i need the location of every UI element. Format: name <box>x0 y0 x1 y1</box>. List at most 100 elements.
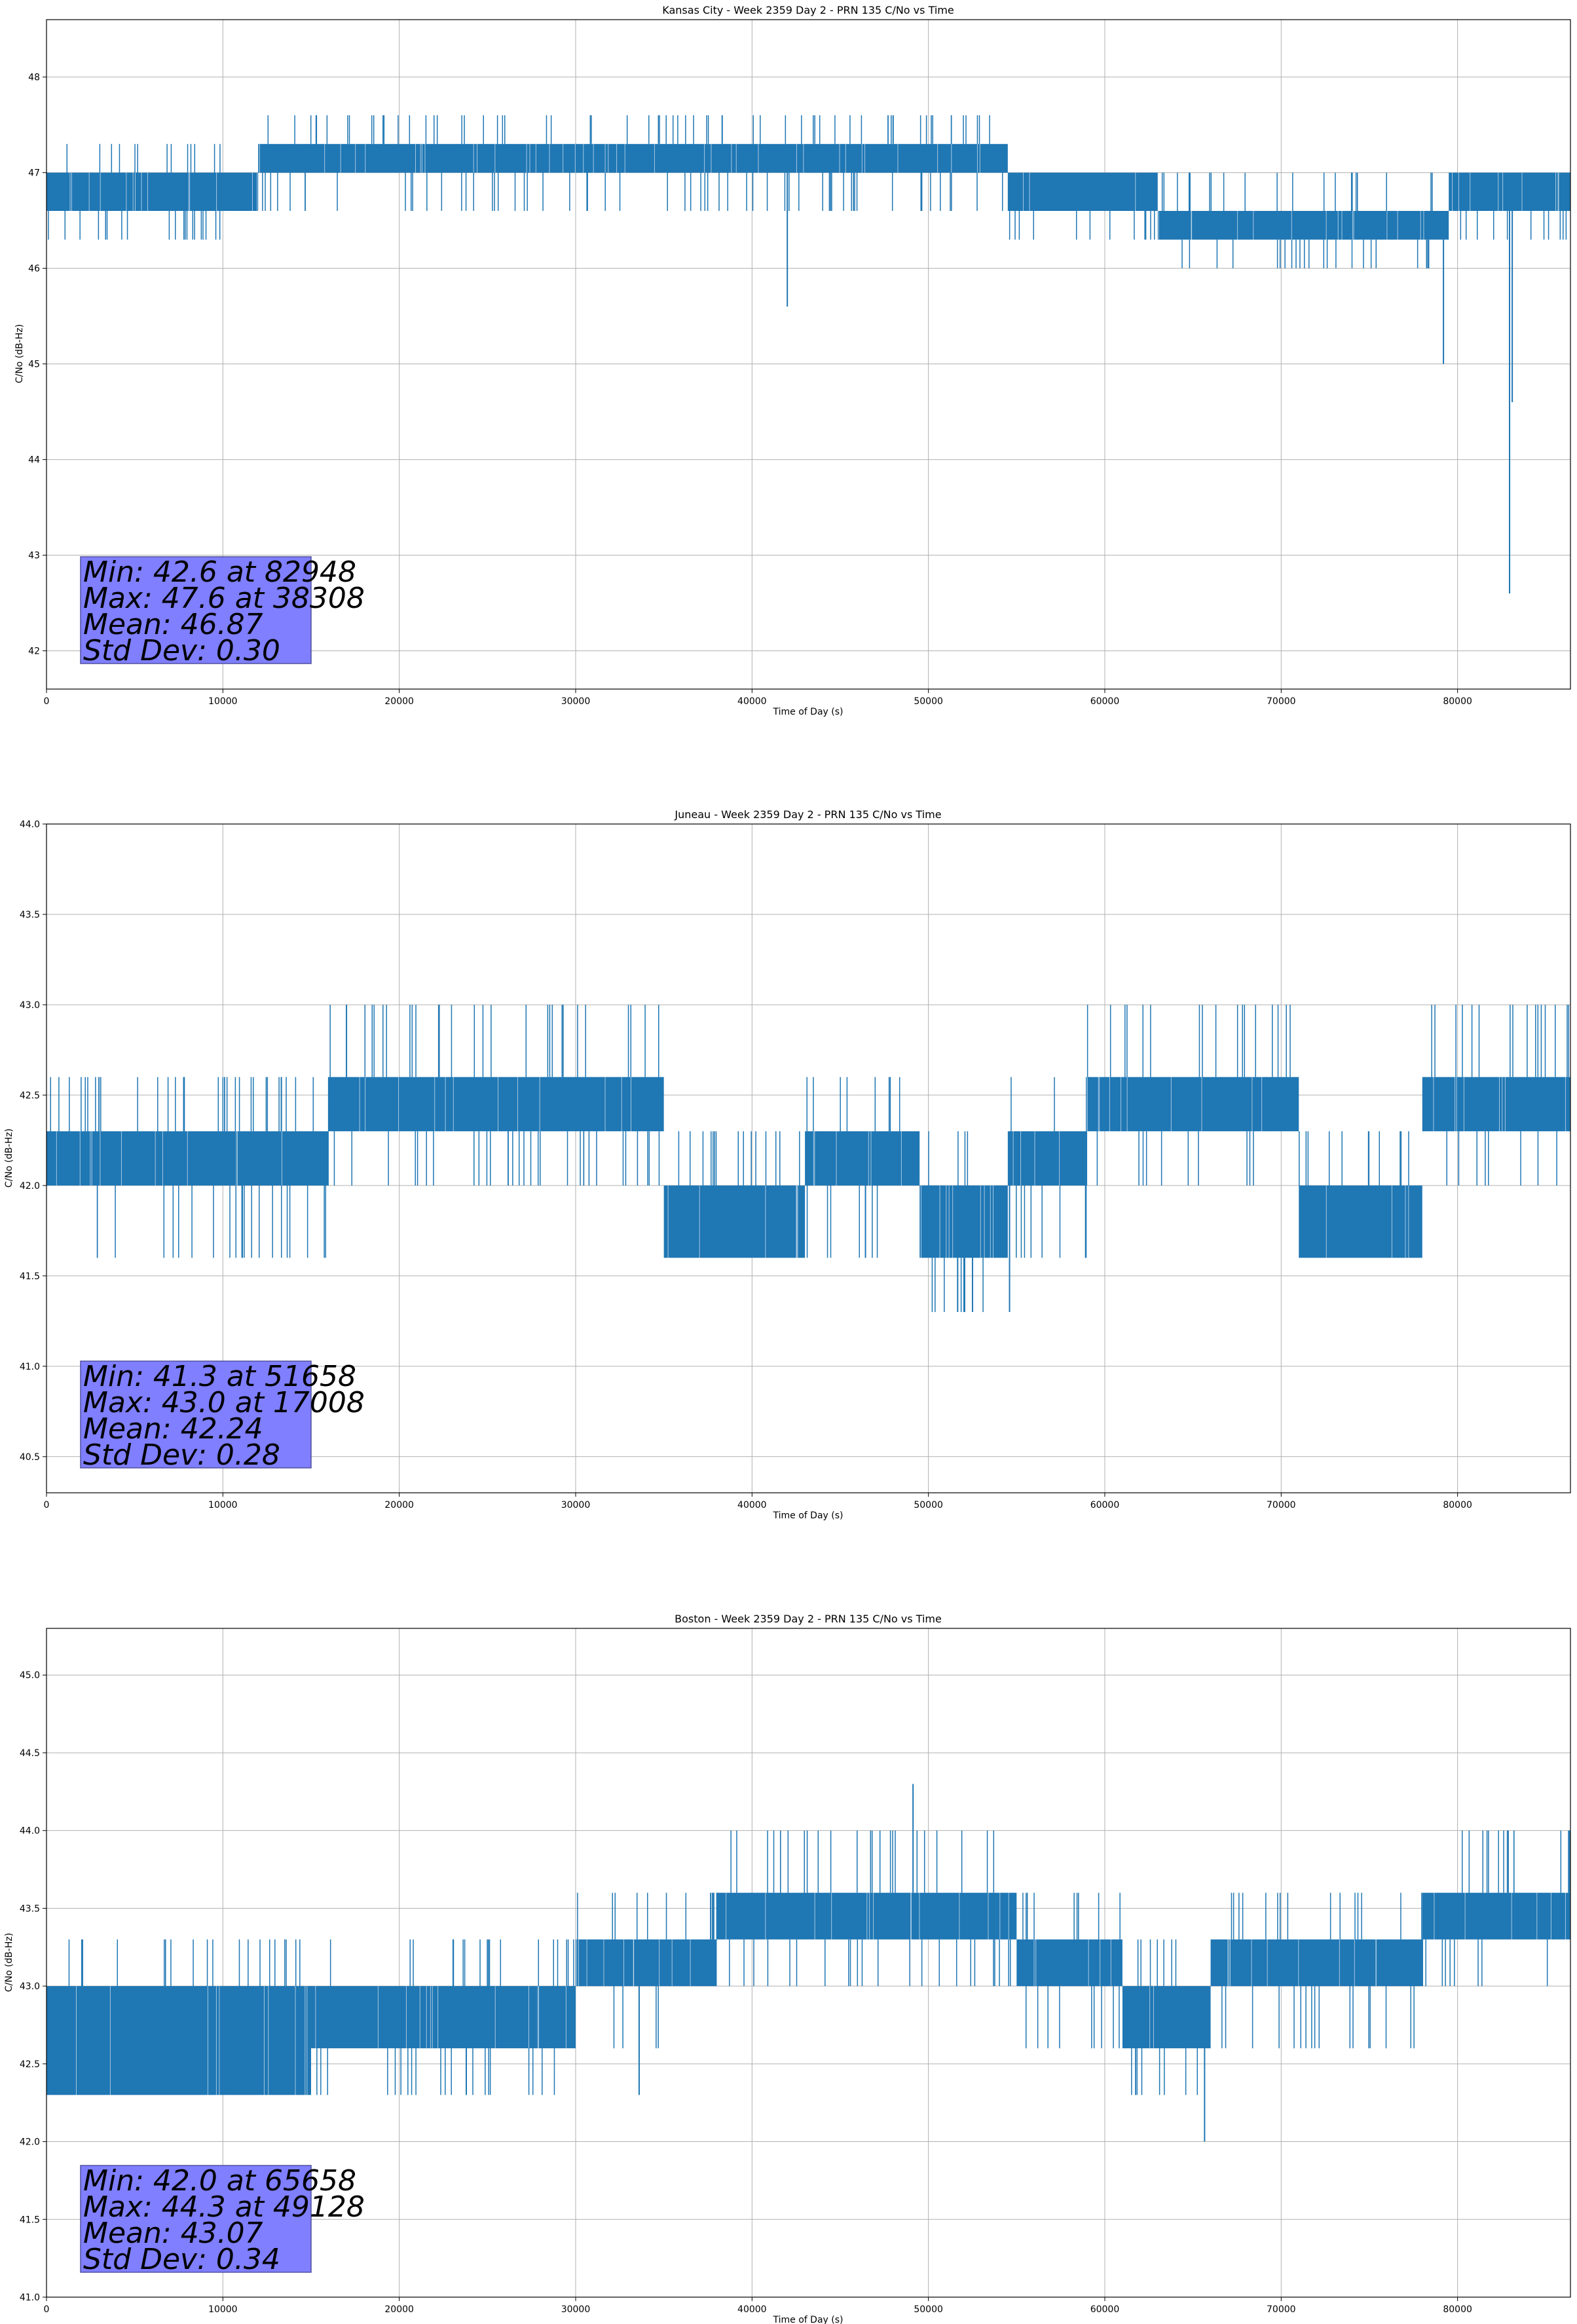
chart-title: Juneau - Week 2359 Day 2 - PRN 135 C/No … <box>674 808 941 821</box>
data-band <box>1422 1892 1570 1940</box>
y-tick-label: 44.5 <box>20 1748 40 1759</box>
series-cno <box>46 115 1570 593</box>
stats-line: Mean: 42.24 <box>83 1412 263 1446</box>
stats-box-background <box>80 556 312 664</box>
data-band <box>1016 1939 1122 1987</box>
x-tick-label: 10000 <box>208 696 238 707</box>
x-tick-label: 20000 <box>384 1500 414 1510</box>
y-tick-label: 41.0 <box>20 2293 40 2303</box>
y-tick-label: 43.5 <box>20 1903 40 1914</box>
y-tick-label: 41.0 <box>20 1362 40 1372</box>
x-tick-label: 30000 <box>561 1500 591 1510</box>
y-tick-label: 42.0 <box>20 1181 40 1191</box>
y-tick-label: 45.0 <box>20 1670 40 1681</box>
y-tick-label: 42.5 <box>20 2059 40 2070</box>
y-tick-label: 41.5 <box>20 1271 40 1282</box>
grid <box>46 20 1570 689</box>
x-axis-label: Time of Day (s) <box>773 2315 844 2324</box>
chart-title: Boston - Week 2359 Day 2 - PRN 135 C/No … <box>675 1613 942 1625</box>
x-axis-label: Time of Day (s) <box>773 707 844 717</box>
data-band <box>1157 211 1449 240</box>
y-tick-label: 42 <box>28 647 40 657</box>
plot-frame <box>46 1628 1571 2298</box>
data-band <box>1422 1077 1570 1132</box>
stats-line: Std Dev: 0.34 <box>83 2243 280 2276</box>
y-tick-label: 42.0 <box>20 2137 40 2148</box>
x-tick-label: 70000 <box>1267 1500 1296 1510</box>
stats-box-background <box>80 1360 312 1469</box>
data-band <box>1007 172 1158 211</box>
data-band <box>46 172 259 211</box>
x-tick-label: 60000 <box>1090 2304 1120 2315</box>
x-tick-label: 10000 <box>208 1500 238 1510</box>
data-band <box>1210 1939 1422 1987</box>
plot-frame <box>46 19 1571 690</box>
y-axis-label: C/No (dB-Hz) <box>4 1129 14 1188</box>
y-tick-label: 44 <box>28 455 40 466</box>
stats-box-background <box>80 2165 312 2273</box>
data-band <box>919 1185 1008 1258</box>
y-tick-label: 44.0 <box>20 819 40 830</box>
y-tick-label: 46 <box>28 264 40 274</box>
data-band <box>663 1185 806 1258</box>
data-band <box>258 143 1008 173</box>
y-tick-label: 40.5 <box>20 1452 40 1463</box>
x-tick-label: 20000 <box>384 2304 414 2315</box>
x-tick-label: 80000 <box>1443 696 1472 707</box>
chart-kansas-city: Kansas City - Week 2359 Day 2 - PRN 135 … <box>14 4 1571 717</box>
x-tick-label: 50000 <box>914 2304 943 2315</box>
chart-juneau: Juneau - Week 2359 Day 2 - PRN 135 C/No … <box>4 808 1571 1521</box>
y-axis-label: C/No (dB-Hz) <box>4 1933 14 1992</box>
y-tick-label: 42.5 <box>20 1091 40 1101</box>
y-tick-label: 43.5 <box>20 910 40 920</box>
x-tick-label: 30000 <box>561 2304 591 2315</box>
stats-line: Min: 41.3 at 51658 <box>83 1360 356 1393</box>
stats-line: Max: 47.6 at 38308 <box>83 582 365 615</box>
y-tick-label: 41.5 <box>20 2215 40 2225</box>
series-cno <box>46 1004 1570 1313</box>
x-tick-label: 70000 <box>1267 696 1296 707</box>
chart-title: Kansas City - Week 2359 Day 2 - PRN 135 … <box>662 4 954 16</box>
data-band <box>310 1986 576 2049</box>
y-tick-label: 47 <box>28 168 40 179</box>
x-tick-label: 30000 <box>561 696 591 707</box>
y-tick-label: 43.0 <box>20 1000 40 1011</box>
y-tick-label: 43.0 <box>20 1981 40 1992</box>
x-tick-label: 40000 <box>737 2304 767 2315</box>
stats-line: Std Dev: 0.30 <box>83 634 280 667</box>
data-band <box>1007 1131 1088 1186</box>
stats-line: Max: 43.0 at 17008 <box>83 1386 365 1419</box>
data-band <box>1449 172 1570 211</box>
y-tick-label: 44.0 <box>20 1826 40 1837</box>
x-tick-label: 0 <box>44 696 50 707</box>
y-tick-label: 48 <box>28 73 40 83</box>
x-tick-label: 40000 <box>737 696 767 707</box>
x-tick-label: 80000 <box>1443 2304 1472 2315</box>
plot-frame <box>46 823 1571 1493</box>
data-band <box>805 1131 920 1186</box>
y-axis-label: C/No (dB-Hz) <box>14 324 25 383</box>
y-tick-label: 43 <box>28 551 40 561</box>
data-band <box>1122 1986 1211 2049</box>
x-tick-label: 50000 <box>914 696 943 707</box>
data-band <box>46 1986 311 2095</box>
x-tick-label: 80000 <box>1443 1500 1472 1510</box>
stats-line: Mean: 43.07 <box>83 2217 263 2250</box>
stats-line: Std Dev: 0.28 <box>83 1438 280 1472</box>
x-tick-label: 0 <box>44 1500 50 1510</box>
series-cno <box>46 1784 1570 2142</box>
data-band <box>575 1939 717 1987</box>
data-band <box>1087 1077 1299 1132</box>
data-band <box>328 1077 664 1132</box>
x-tick-label: 70000 <box>1267 2304 1296 2315</box>
x-tick-label: 10000 <box>208 2304 238 2315</box>
x-tick-label: 20000 <box>384 696 414 707</box>
stats-line: Mean: 46.87 <box>83 608 263 641</box>
x-tick-label: 50000 <box>914 1500 943 1510</box>
y-tick-label: 45 <box>28 360 40 370</box>
stats-line: Min: 42.6 at 82948 <box>83 555 356 589</box>
data-band <box>1299 1185 1422 1258</box>
